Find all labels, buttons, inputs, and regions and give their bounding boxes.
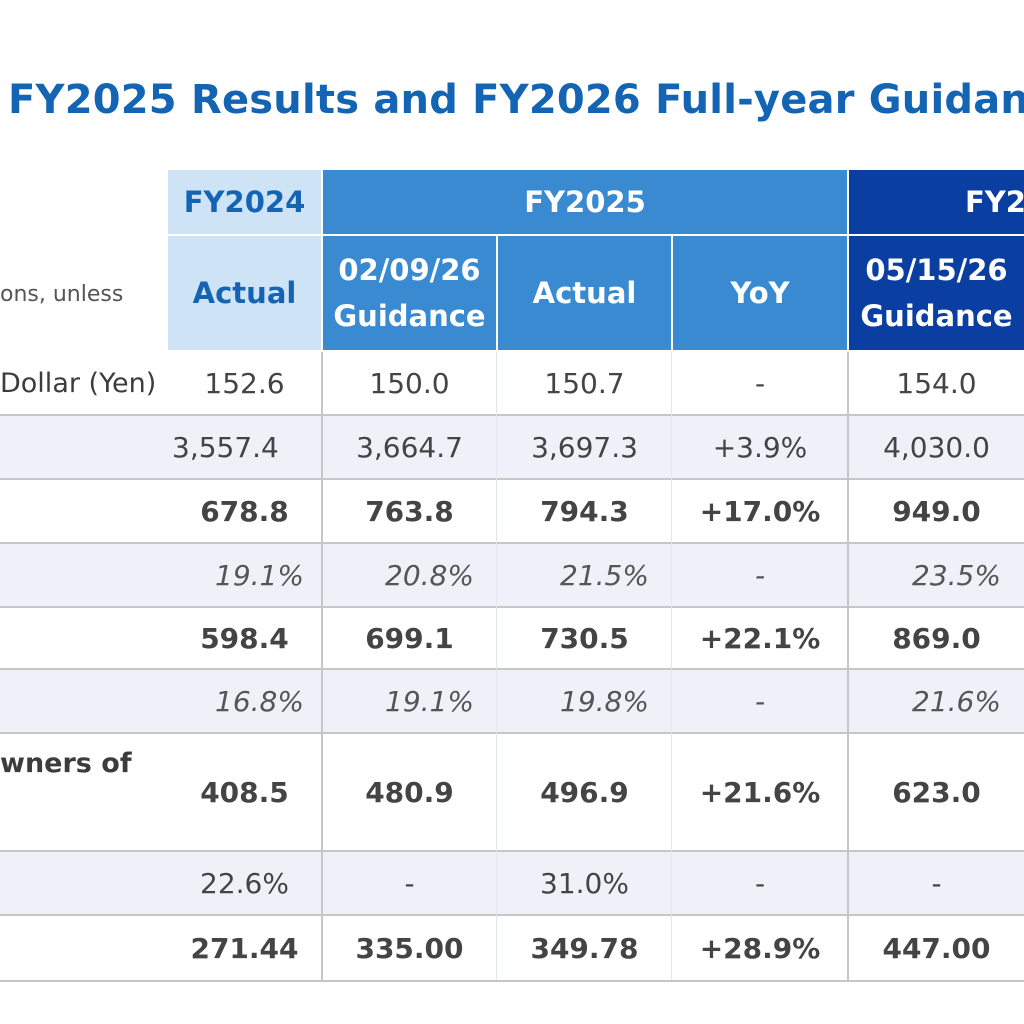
table-cell: 699.1 [365,621,454,655]
row-divider [0,542,1024,544]
table-cell: 763.8 [365,494,454,528]
table-cell: 730.5 [540,621,629,655]
table-cell: - [754,866,766,900]
table-cell: - [931,866,942,900]
table-cell: 480.9 [365,775,454,809]
table-cell: 154.0 [896,366,977,400]
table-cell: 349.78 [530,931,639,965]
table-cell: 623.0 [892,775,981,809]
table-cell: - [754,558,766,592]
header-fy2026-label: FY2 [965,185,1024,219]
table-cell: 271.44 [190,931,299,965]
column-divider [496,352,497,980]
table-cell: 496.9 [540,775,629,809]
table-cell: +22.1% [699,621,821,655]
table-cell: 3,664.7 [356,430,463,464]
row-divider [0,668,1024,670]
table-cell: 598.4 [200,621,289,655]
header-fy2026: FY2 [849,170,1024,234]
page-title: FY2025 Results and FY2026 Full-year Guid… [8,77,1024,123]
header-fy2024-actual: Actual [168,236,321,350]
row-divider [0,478,1024,480]
row-background [0,670,1024,732]
table-cell: 19.1% [385,684,474,718]
table-cell: 150.7 [544,366,625,400]
unit-note: ons, unless [0,282,124,307]
header-fy2024-label: FY2024 [183,185,306,219]
row-label [0,670,165,732]
header-fy2024-actual-label: Actual [192,276,297,310]
row-label [0,916,165,980]
table-cell: 447.00 [882,931,991,965]
row-label [0,416,165,478]
table-cell: 31.0% [540,866,629,900]
table-cell: 23.5% [912,558,1001,592]
header-fy2025-actual-label: Actual [532,276,637,310]
row-label [0,852,165,914]
table-cell: - [754,366,766,400]
table-cell: +21.6% [699,775,821,809]
column-divider [847,352,849,980]
table-cell: 22.6% [200,866,289,900]
table-cell: 19.8% [560,684,649,718]
row-divider [0,732,1024,734]
table-cell: 678.8 [200,494,289,528]
table-cell: 794.3 [540,494,629,528]
row-divider [0,914,1024,916]
row-divider [0,606,1024,608]
table-cell: 152.6 [204,366,285,400]
table-cell: 150.0 [369,366,450,400]
header-fy2025-yoy-label: YoY [730,276,790,310]
row-label [0,544,165,606]
row-label [0,608,165,668]
table-cell: 3,697.3 [531,430,638,464]
column-divider [321,352,323,980]
table-cell: +17.0% [699,494,821,528]
row-label: wners of [0,748,132,779]
row-background [0,416,1024,478]
table-cell: 869.0 [892,621,981,655]
row-label: Dollar (Yen) [0,367,157,399]
header-fy2025-actual: Actual [498,236,671,350]
table-cell: 21.5% [560,558,649,592]
table-cell: +28.9% [699,931,821,965]
table-cell: - [754,684,766,718]
header-fy2025-label: FY2025 [524,185,646,219]
table-cell: 408.5 [200,775,289,809]
header-fy2025: FY2025 [323,170,847,234]
table-cell: 19.1% [215,558,304,592]
table-cell: 3,557.4 [172,430,279,464]
header-fy2025-guidance-date: 02/09/26 [338,253,481,287]
header-fy2025-guidance-label: Guidance [333,299,486,333]
row-divider [0,850,1024,852]
table-cell: 949.0 [892,494,981,528]
table-cell: 20.8% [385,558,474,592]
row-label [0,480,165,542]
header-fy2025-yoy: YoY [673,236,847,350]
header-fy2026-guidance: 05/15/26 Guidance [849,236,1024,350]
header-fy2026-guidance-date: 05/15/26 [865,253,1008,287]
row-divider [0,414,1024,416]
row-divider [0,980,1024,982]
table-cell: +3.9% [712,430,808,464]
row-background [0,852,1024,914]
table-cell: 16.8% [215,684,304,718]
table-cell: - [404,866,415,900]
header-fy2026-guidance-label: Guidance [860,299,1013,333]
table-cell: 4,030.0 [883,430,990,464]
row-background [0,544,1024,606]
header-fy2025-guidance: 02/09/26 Guidance [323,236,496,350]
column-divider [671,352,672,980]
table-cell: 335.00 [355,931,464,965]
header-fy2024: FY2024 [168,170,321,234]
table-cell: 21.6% [912,684,1001,718]
